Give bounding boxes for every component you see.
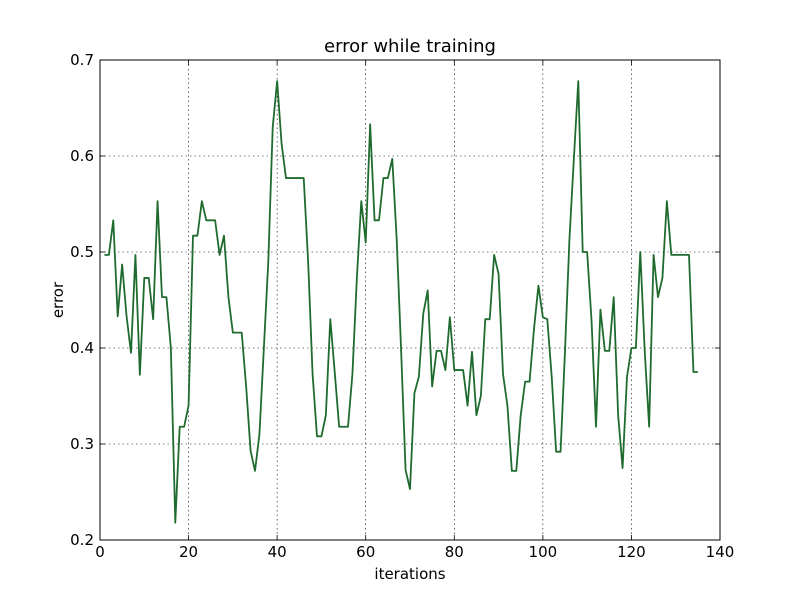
y-tick-label: 0.2: [70, 531, 94, 549]
y-axis-label: error: [49, 281, 67, 318]
y-tick-labels: 0.2 0.3 0.4 0.5 0.6 0.7: [70, 51, 94, 549]
x-tick-label: 20: [179, 543, 198, 561]
axis-ticks: [99, 59, 721, 541]
x-axis-label: iterations: [374, 565, 445, 583]
error-series-line: [104, 80, 698, 524]
plot-area-background: [100, 60, 720, 540]
y-tick-label: 0.6: [70, 147, 94, 165]
x-tick-label: 60: [356, 543, 375, 561]
x-tick-label: 140: [706, 543, 735, 561]
x-tick-label: 100: [529, 543, 558, 561]
grid: [100, 60, 720, 540]
x-tick-label: 40: [268, 543, 287, 561]
y-tick-label: 0.3: [70, 435, 94, 453]
y-tick-label: 0.4: [70, 339, 94, 357]
chart-title: error while training: [324, 36, 496, 57]
x-tick-label: 120: [617, 543, 646, 561]
x-tick-label: 0: [95, 543, 105, 561]
y-tick-label: 0.7: [70, 51, 94, 69]
x-tick-labels: 0 20 40 60 80 100 120 140: [95, 543, 734, 561]
x-tick-label: 80: [445, 543, 464, 561]
plot-frame: [99, 59, 721, 541]
y-tick-label: 0.5: [70, 243, 94, 261]
